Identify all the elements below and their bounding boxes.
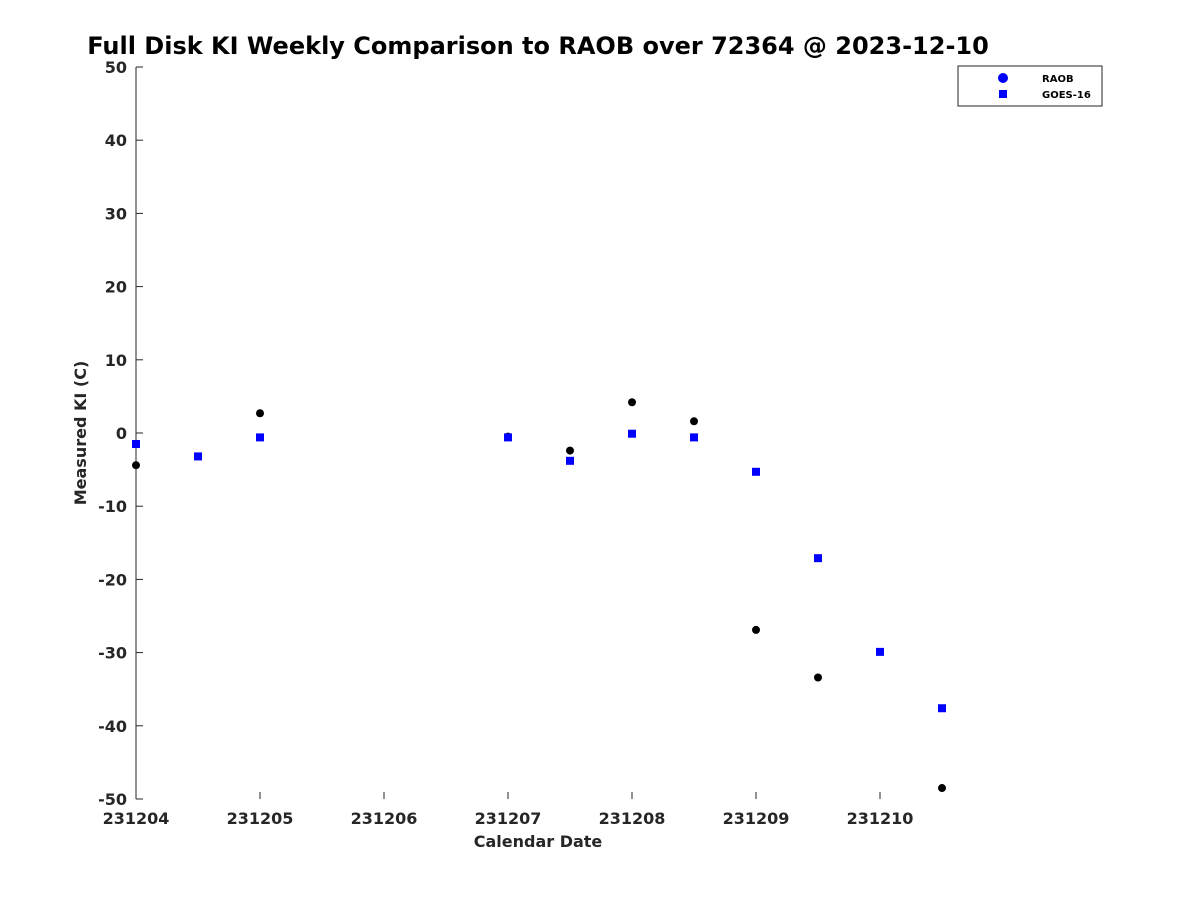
- point-raob: [566, 446, 574, 455]
- point-raob: [690, 417, 698, 426]
- legend: RAOB GOES-16: [957, 65, 1103, 107]
- point-goes-16: [628, 429, 636, 438]
- x-tick-label: 231208: [599, 809, 666, 828]
- data-points: [132, 398, 946, 793]
- x-tick-label: 231210: [847, 809, 914, 828]
- point-goes-16: [132, 439, 140, 448]
- point-goes-16: [256, 433, 264, 442]
- y-tick-label: 40: [105, 131, 127, 150]
- point-raob: [814, 673, 822, 682]
- y-tick-label: -10: [98, 497, 127, 516]
- point-raob: [628, 398, 636, 407]
- y-tick-label: 30: [105, 204, 127, 223]
- y-tick-label: 0: [116, 424, 127, 443]
- y-tick-label: -40: [98, 717, 127, 736]
- point-goes-16: [938, 704, 946, 713]
- y-tick-label: -50: [98, 790, 127, 809]
- point-raob: [752, 625, 760, 634]
- legend-raob-marker: [998, 73, 1008, 83]
- legend-raob-label: RAOB: [1042, 74, 1074, 85]
- x-tick-label: 231206: [351, 809, 418, 828]
- point-raob: [256, 409, 264, 418]
- point-goes-16: [504, 433, 512, 442]
- chart-title: Full Disk KI Weekly Comparison to RAOB o…: [87, 32, 989, 60]
- x-tick-label: 231204: [103, 809, 170, 828]
- x-tick-label: 231209: [723, 809, 790, 828]
- y-tick-label: 10: [105, 351, 127, 370]
- legend-goes-label: GOES-16: [1042, 90, 1091, 101]
- y-tick-label: 50: [105, 58, 127, 77]
- x-tick-label: 231207: [475, 809, 542, 828]
- point-raob: [132, 461, 140, 470]
- point-goes-16: [752, 467, 760, 476]
- point-goes-16: [876, 647, 884, 656]
- legend-goes-marker: [999, 90, 1007, 98]
- y-ticks: 50 40 30 20 10 0 -10 -20 -30 -40 -50: [98, 58, 143, 809]
- y-axis-label: Measured KI (C): [71, 361, 90, 506]
- y-tick-label: -30: [98, 644, 127, 663]
- legend-box: [957, 65, 1103, 107]
- y-tick-label: -20: [98, 570, 127, 589]
- x-ticks: 231204 231205 231206 231207 231208 231209 2312…: [103, 792, 914, 828]
- point-goes-16: [814, 554, 822, 563]
- point-goes-16: [690, 433, 698, 442]
- point-goes-16: [194, 452, 202, 461]
- point-raob: [938, 784, 946, 793]
- x-tick-label: 231205: [227, 809, 294, 828]
- x-axis-label: Calendar Date: [474, 832, 603, 851]
- point-goes-16: [566, 456, 574, 465]
- y-tick-label: 20: [105, 278, 127, 297]
